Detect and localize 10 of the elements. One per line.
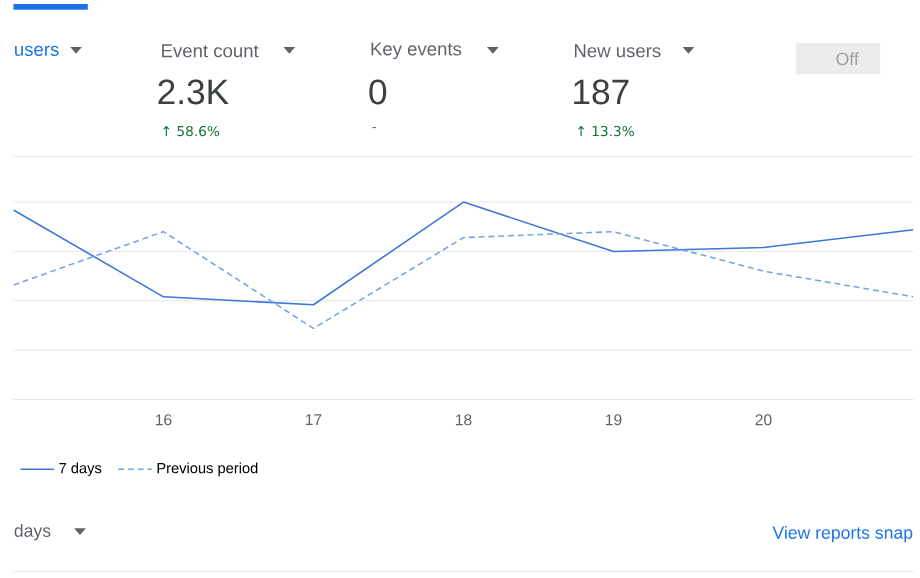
text: View reports snap: [772, 526, 913, 543]
text: Key events: [371, 42, 462, 60]
text: users: [15, 46, 59, 57]
text: days: [14, 524, 51, 541]
text: 0: [369, 79, 387, 105]
text: New users: [574, 44, 661, 58]
text: 187: [574, 79, 629, 105]
text: Event count: [162, 44, 259, 58]
text: 2.3K: [158, 79, 229, 105]
text: Off: [836, 52, 859, 66]
